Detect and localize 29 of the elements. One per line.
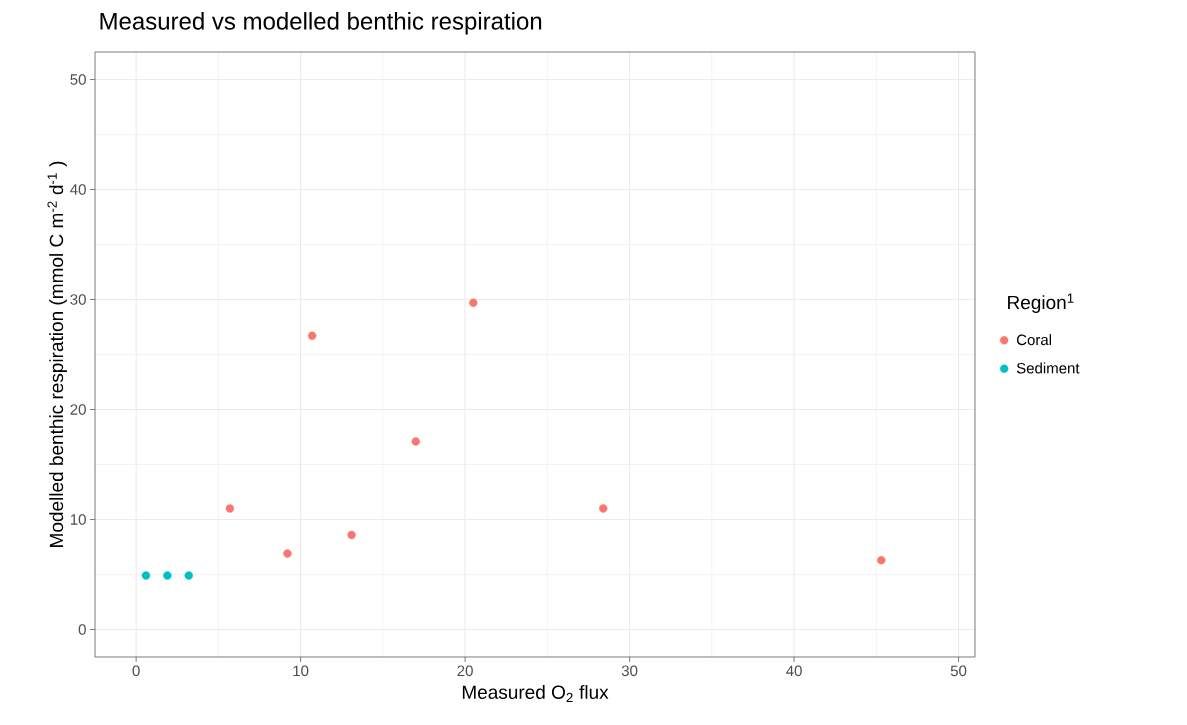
legend-title: Region$^{1}$ (1008, 293, 1074, 313)
legend-label: Sediment (1016, 362, 1080, 374)
x-tick-label: 30 (621, 665, 638, 677)
x-tick-label: 0 (132, 665, 140, 677)
x-tick-label: 50 (950, 665, 967, 677)
x-axis-title: Measured O$_{2}$ flux (462, 685, 609, 703)
point (184, 571, 193, 580)
point (163, 571, 172, 580)
x-tick-label: 40 (786, 665, 802, 677)
point (599, 504, 608, 513)
point (307, 331, 317, 340)
chart-title: Measured vs modelled benthic respiration (100, 12, 542, 35)
legend-label: Coral (1016, 334, 1052, 346)
y-tick-label: 0 (78, 624, 86, 635)
y-axis-title: Modelled benthic respiration (mmol C m$^{-2}$ d$^{-1}$ ) (47, 161, 67, 547)
point (347, 530, 356, 540)
point (141, 571, 151, 580)
point (283, 549, 292, 558)
point (469, 298, 478, 307)
point (411, 437, 420, 446)
x-tick-label: 10 (293, 665, 309, 677)
point (225, 504, 235, 513)
y-tick-label: 30 (70, 294, 86, 305)
x-tick-label: 20 (457, 665, 473, 677)
y-tick-label: 10 (70, 514, 86, 525)
point (877, 555, 886, 565)
y-tick-label: 20 (70, 404, 86, 415)
y-tick-label: 50 (70, 74, 86, 85)
y-tick-label: 40 (70, 184, 86, 195)
